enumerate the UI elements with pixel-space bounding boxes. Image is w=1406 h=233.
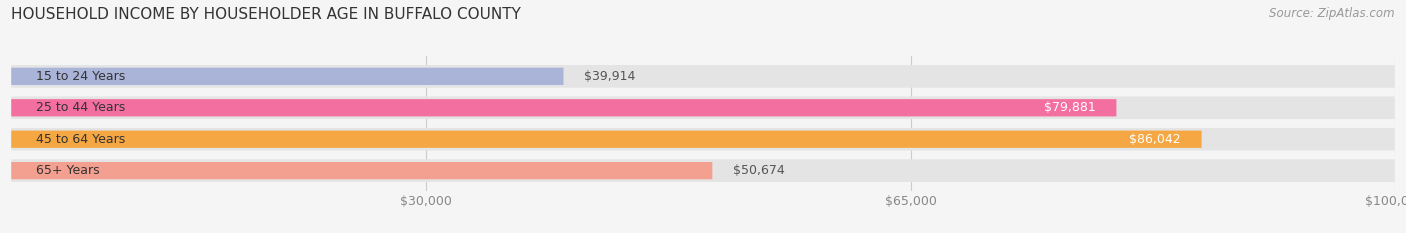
FancyBboxPatch shape [11, 162, 713, 179]
Text: HOUSEHOLD INCOME BY HOUSEHOLDER AGE IN BUFFALO COUNTY: HOUSEHOLD INCOME BY HOUSEHOLDER AGE IN B… [11, 7, 522, 22]
FancyBboxPatch shape [11, 128, 1395, 151]
FancyBboxPatch shape [11, 68, 564, 85]
Text: 65+ Years: 65+ Years [37, 164, 100, 177]
FancyBboxPatch shape [11, 159, 1395, 182]
FancyBboxPatch shape [11, 96, 1395, 119]
Text: 25 to 44 Years: 25 to 44 Years [37, 101, 125, 114]
Text: 45 to 64 Years: 45 to 64 Years [37, 133, 125, 146]
Text: $50,674: $50,674 [733, 164, 785, 177]
FancyBboxPatch shape [11, 65, 1395, 88]
FancyBboxPatch shape [11, 99, 1116, 116]
Text: 15 to 24 Years: 15 to 24 Years [37, 70, 125, 83]
Text: $79,881: $79,881 [1043, 101, 1095, 114]
FancyBboxPatch shape [11, 130, 1202, 148]
Text: $39,914: $39,914 [585, 70, 636, 83]
Text: $86,042: $86,042 [1129, 133, 1181, 146]
Text: Source: ZipAtlas.com: Source: ZipAtlas.com [1270, 7, 1395, 20]
